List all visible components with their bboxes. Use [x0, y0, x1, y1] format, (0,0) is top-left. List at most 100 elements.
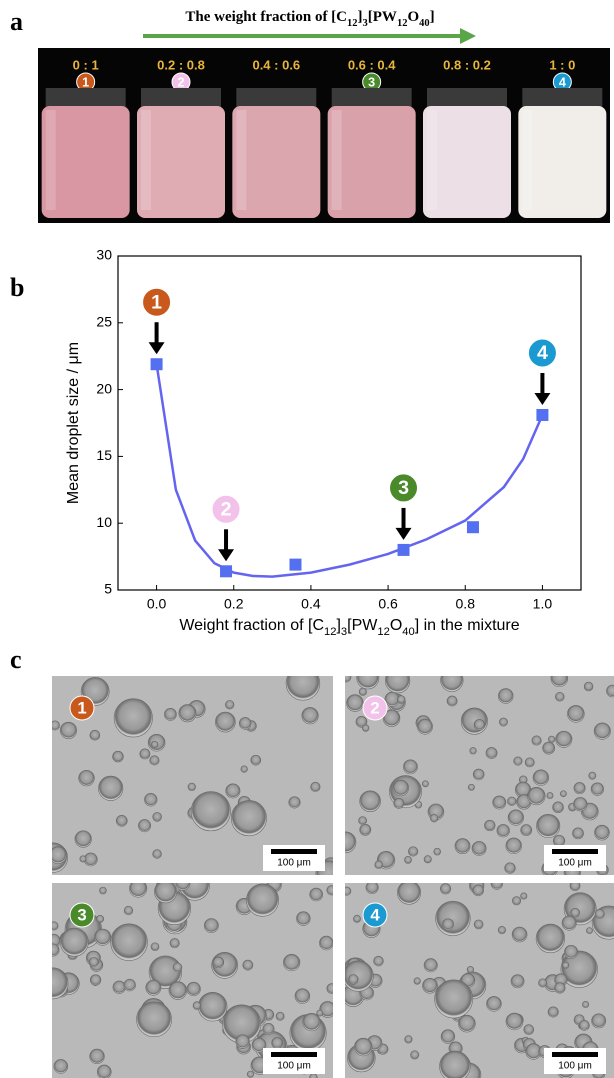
droplet — [345, 886, 352, 896]
droplet — [454, 838, 471, 855]
droplet — [562, 961, 570, 969]
droplet — [591, 1013, 607, 1029]
droplet — [473, 719, 486, 731]
arrow-head — [148, 342, 165, 355]
y-axis-label: Mean droplet size / μm — [65, 342, 82, 504]
badge-number: 3 — [368, 75, 375, 89]
droplet — [251, 1037, 267, 1053]
droplet — [52, 921, 59, 931]
droplet — [499, 717, 508, 727]
droplet — [94, 928, 112, 946]
droplet — [373, 955, 384, 967]
droplet — [535, 923, 566, 954]
badge — [362, 695, 388, 721]
droplet — [570, 907, 580, 918]
droplet — [573, 782, 586, 795]
vial-body — [518, 106, 607, 218]
droplet — [434, 979, 474, 1019]
data-point — [150, 358, 163, 371]
droplet — [250, 754, 262, 766]
droplet — [345, 831, 357, 854]
droplet — [148, 955, 183, 989]
droplet — [510, 974, 525, 989]
droplet — [404, 1035, 413, 1044]
droplet — [362, 724, 370, 732]
droplet — [403, 759, 418, 775]
droplet — [392, 779, 409, 797]
vial-glare — [331, 110, 342, 210]
droplet — [353, 914, 361, 923]
droplet — [89, 729, 101, 741]
droplet — [512, 896, 522, 906]
droplet — [472, 768, 485, 781]
droplet — [235, 1034, 250, 1049]
droplet — [283, 953, 301, 972]
droplet — [542, 741, 556, 755]
scale-label: 100 μm — [558, 858, 592, 869]
droplet — [497, 926, 506, 935]
droplet — [573, 797, 588, 812]
droplet — [112, 750, 124, 763]
badge — [389, 473, 419, 503]
droplet — [309, 887, 323, 902]
badge-number: 3 — [398, 477, 409, 499]
droplet — [435, 900, 471, 937]
vial-ratio: 0.4 : 0.6 — [252, 57, 300, 72]
droplet — [113, 698, 153, 738]
droplet — [527, 786, 546, 806]
droplet — [301, 707, 319, 725]
droplet — [53, 1059, 69, 1074]
droplet — [593, 722, 611, 740]
droplet — [440, 676, 464, 692]
data-point — [289, 558, 302, 571]
droplet — [197, 991, 228, 1022]
scale-bar — [271, 849, 317, 854]
vial-body — [137, 106, 225, 218]
droplet — [382, 709, 401, 727]
text-part: 12 — [347, 18, 358, 29]
droplet — [430, 814, 439, 823]
droplet — [552, 801, 564, 814]
vial-body — [41, 106, 130, 218]
droplet — [505, 1012, 524, 1031]
panel-label: c — [10, 645, 22, 674]
droplet — [246, 883, 280, 917]
droplet — [548, 735, 556, 743]
droplet — [552, 834, 566, 848]
badge — [69, 695, 95, 721]
scale-bar — [552, 1052, 598, 1057]
text-part: 40 — [419, 18, 430, 29]
text-part: 12 — [397, 18, 408, 29]
vial-cap — [141, 88, 221, 110]
text-part: [PW — [347, 617, 378, 634]
droplet — [175, 883, 191, 891]
droplet — [583, 681, 594, 692]
droplet — [374, 860, 383, 870]
droplet — [310, 781, 321, 792]
text-part: The weight fraction of [C — [185, 9, 347, 25]
droplet — [532, 769, 550, 786]
droplet — [316, 1009, 324, 1017]
x-tick-label: 1.0 — [533, 596, 553, 612]
micrograph — [52, 883, 333, 1078]
droplet — [346, 694, 364, 712]
vial-ratio: 0.2 : 0.8 — [157, 57, 205, 72]
data-point — [220, 565, 233, 578]
droplet — [471, 841, 487, 856]
droplet — [467, 783, 475, 791]
droplet — [345, 676, 352, 683]
droplet — [190, 791, 231, 832]
text-part: O — [407, 9, 419, 25]
droplet — [594, 824, 610, 841]
badge — [211, 494, 241, 524]
badge-number: 1 — [151, 291, 162, 313]
droplet — [99, 886, 107, 895]
droplet — [358, 687, 367, 696]
droplet — [98, 775, 124, 801]
droplet — [504, 862, 516, 874]
droplet — [96, 915, 105, 923]
droplet — [296, 911, 311, 926]
droplet — [560, 790, 567, 798]
badge-number: 1 — [77, 698, 86, 717]
